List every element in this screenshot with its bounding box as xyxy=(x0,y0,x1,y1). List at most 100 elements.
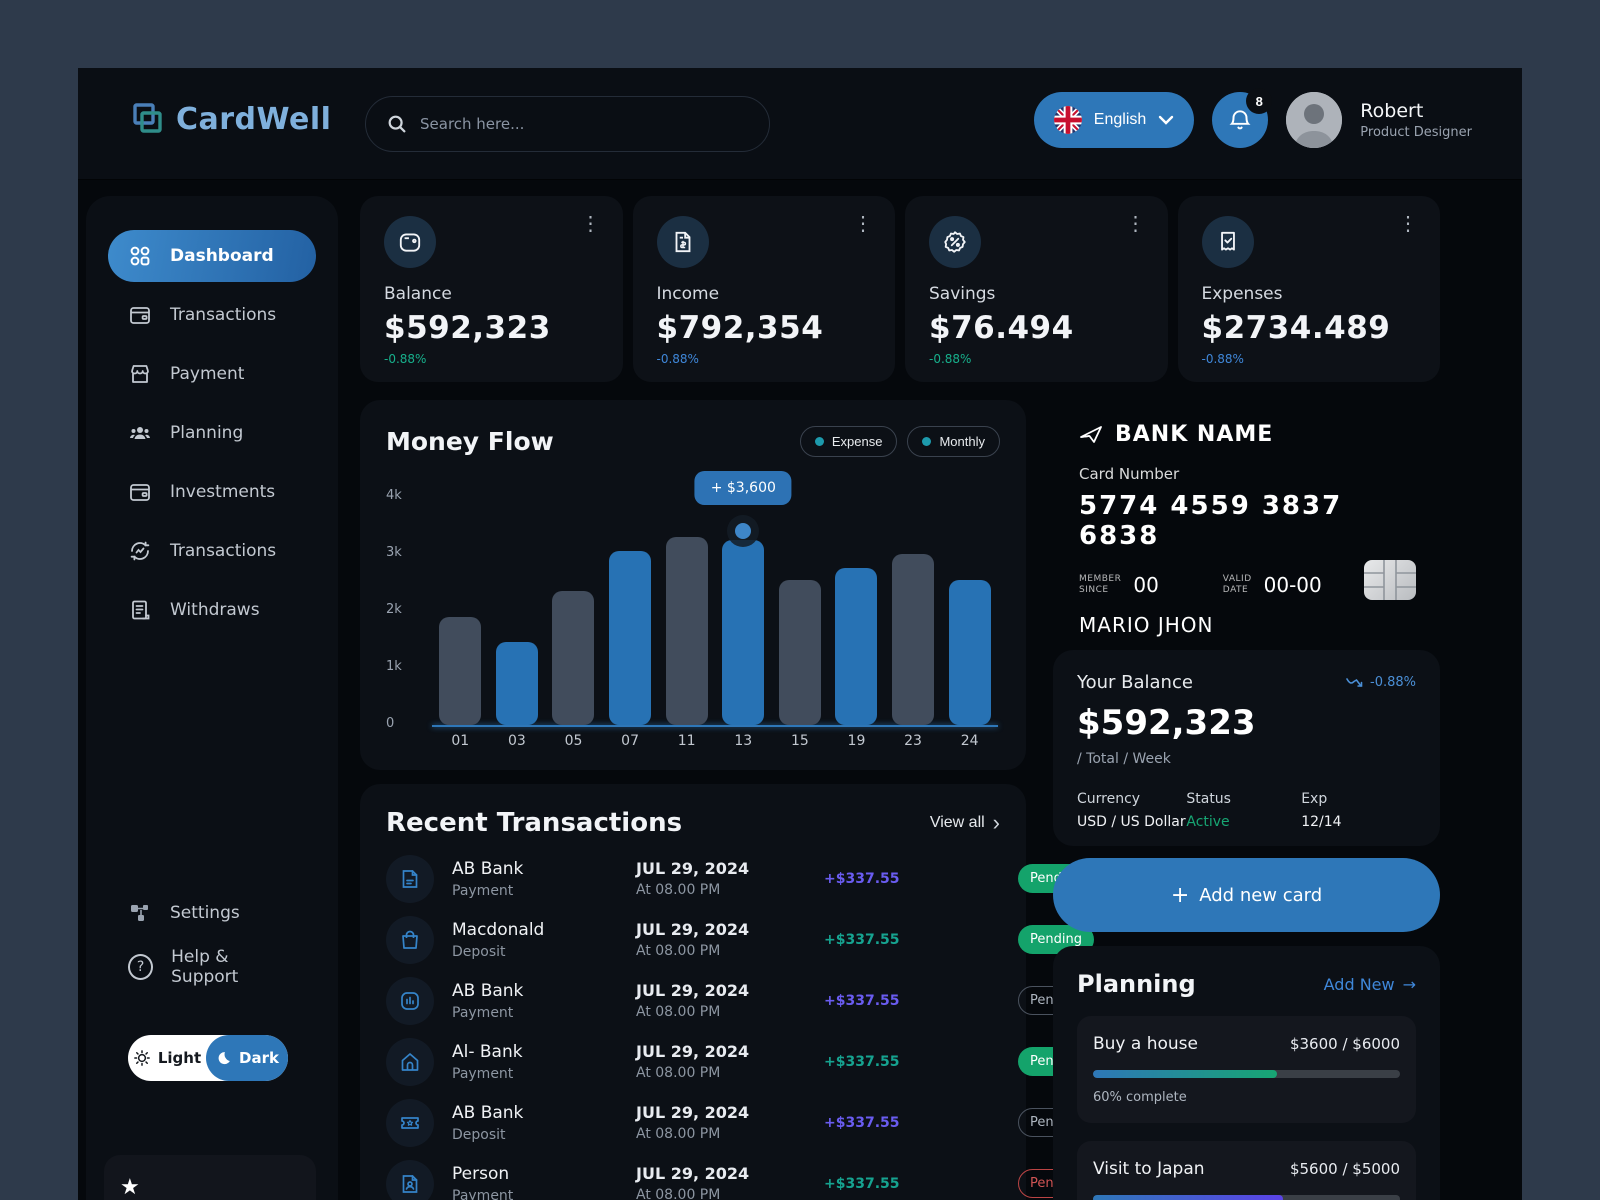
x-tick-label: 23 xyxy=(904,733,922,749)
chart-tooltip: + $3,600 xyxy=(694,471,792,505)
transaction-time: At 08.00 PM xyxy=(636,943,721,959)
bank-name: BANK NAME xyxy=(1115,422,1274,447)
sidebar-item-dashboard[interactable]: Dashboard xyxy=(108,230,316,282)
balance-subtitle: / Total / Week xyxy=(1077,751,1171,767)
x-tick-label: 11 xyxy=(677,733,696,749)
card-menu-button[interactable]: ⋮ xyxy=(575,210,607,238)
transaction-row[interactable]: AB Bank Payment JUL 29, 2024 At 08.00 PM +$3… xyxy=(386,848,1094,909)
invoice-icon xyxy=(656,216,709,268)
transaction-row[interactable]: AB Bank Payment JUL 29, 2024 At 08.00 PM +$3… xyxy=(386,970,1094,1031)
progress-fill xyxy=(1093,1070,1278,1078)
sidebar-item-label: Transactions xyxy=(170,305,277,325)
planning-item[interactable]: Buy a house $3600 / $6000 60% complete xyxy=(1077,1016,1416,1123)
plus-icon: + xyxy=(1170,882,1190,908)
sidebar-item-label: Investments xyxy=(170,482,276,502)
add-new-card-button[interactable]: + Add new card xyxy=(1053,858,1440,932)
theme-light-option[interactable]: Light xyxy=(128,1049,206,1067)
card-menu-button[interactable]: ⋮ xyxy=(847,210,879,238)
user-avatar[interactable] xyxy=(1286,92,1343,148)
card-number: 5774 4559 3837 6838 xyxy=(1079,491,1343,551)
transaction-row[interactable]: Person Payment JUL 29, 2024 At 08.00 PM +$33… xyxy=(386,1153,1094,1200)
sidebar-item-transactions-2[interactable]: Transactions xyxy=(108,525,316,577)
planning-list: Buy a house $3600 / $6000 60% complete Visi… xyxy=(1077,1016,1416,1200)
chart-bar[interactable] xyxy=(609,551,652,725)
transaction-icon xyxy=(386,854,434,903)
chart-bar[interactable] xyxy=(722,540,765,725)
stat-delta: -0.88% xyxy=(929,352,972,366)
transaction-time: At 08.00 PM xyxy=(636,1065,721,1081)
theme-dark-option[interactable]: Dark xyxy=(206,1035,288,1081)
top-header: CardWell xyxy=(78,68,1522,180)
sidebar-item-payment[interactable]: Payment xyxy=(108,348,316,400)
notification-badge: 8 xyxy=(1246,88,1273,114)
stat-delta: -0.88% xyxy=(656,352,699,366)
search-bar xyxy=(365,96,770,152)
transaction-row[interactable]: Al- Bank Payment JUL 29, 2024 At 08.00 PM +$… xyxy=(386,1031,1094,1092)
cardwell-logo-icon xyxy=(128,100,166,138)
balance-value: $592,323 xyxy=(1077,703,1256,743)
x-axis-line xyxy=(432,725,998,727)
card-menu-button[interactable]: ⋮ xyxy=(1120,210,1152,238)
sidebar-item-label: Transactions xyxy=(170,541,277,561)
sidebar-item-planning[interactable]: Planning xyxy=(108,407,316,459)
chart-bar[interactable] xyxy=(495,642,538,725)
stat-delta: -0.88% xyxy=(384,352,427,366)
stat-card-income: ⋮ Income $792,354 -0.88% xyxy=(632,196,895,382)
users-icon xyxy=(128,421,152,445)
bar-chart: 4k 3k 2k 1k 0 + $3,600 01 03 05 07 11 13 15 19 23 24 xyxy=(386,465,1000,757)
legend-monthly[interactable]: Monthly xyxy=(907,426,1000,457)
card-menu-button[interactable]: ⋮ xyxy=(1392,210,1424,238)
transaction-name: Macdonald xyxy=(452,919,545,940)
add-new-link[interactable]: Add New → xyxy=(1323,974,1416,994)
chart-bar[interactable] xyxy=(835,568,878,725)
transaction-name: Person xyxy=(452,1163,510,1184)
sidebar-item-label: Dashboard xyxy=(170,246,274,266)
transaction-row[interactable]: AB Bank Deposit JUL 29, 2024 At 08.00 PM +$3… xyxy=(386,1092,1094,1153)
bank-card[interactable]: BANK NAME Card Number 5774 4559 3837 683… xyxy=(1053,398,1440,637)
bank-logo-icon xyxy=(1079,423,1105,447)
notifications-button[interactable]: 8 xyxy=(1212,88,1273,148)
transaction-row[interactable]: Macdonald Deposit JUL 29, 2024 At 08.00 PM +… xyxy=(386,909,1094,970)
sidebar-item-settings[interactable]: Settings xyxy=(108,901,316,925)
app-window: CardWell xyxy=(78,68,1522,1200)
chart-bar[interactable] xyxy=(948,580,991,725)
language-label: English xyxy=(1093,111,1147,128)
badge-percent-icon xyxy=(929,216,981,268)
transaction-amount: +$337.55 xyxy=(824,931,900,948)
sidebar-item-label: Planning xyxy=(170,423,244,443)
y-tick-label: 3k xyxy=(386,545,402,560)
chart-bar[interactable] xyxy=(665,537,708,725)
settings-label: Settings xyxy=(170,903,240,923)
stat-label: Expenses xyxy=(1201,284,1283,304)
stat-card-savings: ⋮ Savings $76.494 -0.88% xyxy=(905,196,1168,382)
chart-bar[interactable] xyxy=(892,554,935,725)
transaction-icon xyxy=(386,976,434,1025)
planning-panel: Planning Add New → Buy a house $3600 / $6… xyxy=(1053,946,1440,1200)
wallet-icon xyxy=(384,216,436,268)
sidebar-item-withdraws[interactable]: Withdraws xyxy=(108,584,316,636)
sidebar-item-investments[interactable]: Investments xyxy=(108,466,316,518)
chart-bar[interactable] xyxy=(552,591,595,725)
stat-label: Balance xyxy=(384,284,452,304)
language-selector[interactable]: English xyxy=(1033,92,1195,148)
chart-bar[interactable] xyxy=(778,580,821,725)
planning-item[interactable]: Visit to Japan$5600 / $500045% complete xyxy=(1077,1141,1416,1200)
stat-delta: -0.88% xyxy=(1201,352,1244,366)
transaction-date: JUL 29, 2024 xyxy=(636,859,750,878)
sidebar-item-help[interactable]: ? Help & Support xyxy=(108,947,316,987)
sidebar-item-transactions[interactable]: Transactions xyxy=(108,289,316,341)
transaction-type: Payment xyxy=(452,882,514,899)
chart-bar[interactable] xyxy=(439,617,482,725)
progress-track xyxy=(1093,1070,1400,1078)
transaction-amount: +$337.55 xyxy=(824,1053,900,1070)
transaction-time: At 08.00 PM xyxy=(636,882,721,898)
theme-dark-label: Dark xyxy=(239,1049,279,1067)
balance-delta: -0.88% xyxy=(1346,675,1416,690)
money-flow-title: Money Flow xyxy=(386,427,554,456)
legend-expense[interactable]: Expense xyxy=(799,426,898,457)
premium-plan-card[interactable]: ★ Premium Plan Upgrade your free plan xyxy=(104,1155,316,1200)
exp-value: 12/14 xyxy=(1301,814,1342,830)
bell-icon xyxy=(1227,107,1253,133)
search-input[interactable] xyxy=(420,115,749,133)
view-all-link[interactable]: View all › xyxy=(929,810,1000,835)
